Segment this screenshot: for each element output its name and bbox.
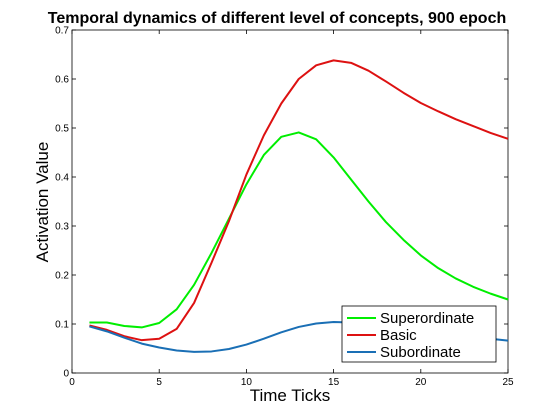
x-tick-label: 25 <box>502 377 514 388</box>
legend-label-subordinate: Subordinate <box>380 344 461 361</box>
axes-box <box>71 29 509 374</box>
y-tick-label: 0.6 <box>55 75 69 86</box>
legend-label-basic: Basic <box>380 327 417 344</box>
y-tick-label: 0.7 <box>55 26 69 37</box>
y-tick-label: 0 <box>63 369 69 380</box>
x-tick-label: 15 <box>328 377 340 388</box>
y-tick-label: 0.5 <box>55 124 69 135</box>
y-tick-label: 0.4 <box>55 173 69 184</box>
x-tick-label: 5 <box>156 377 162 388</box>
x-axis-label: Time Ticks <box>250 386 331 405</box>
x-tick-label: 20 <box>415 377 427 388</box>
y-tick-label: 0.3 <box>55 222 69 233</box>
legend-label-superordinate: Superordinate <box>380 310 474 327</box>
y-axis-label: Activation Value <box>33 142 52 263</box>
x-tick-label: 10 <box>241 377 253 388</box>
x-tick-label: 0 <box>69 377 75 388</box>
chart-title: Temporal dynamics of different level of … <box>48 10 507 27</box>
y-tick-label: 0.1 <box>55 320 69 331</box>
series-line-basic <box>89 59 509 342</box>
y-tick-label: 0.2 <box>55 271 69 282</box>
series-line-superordinate <box>89 131 509 329</box>
